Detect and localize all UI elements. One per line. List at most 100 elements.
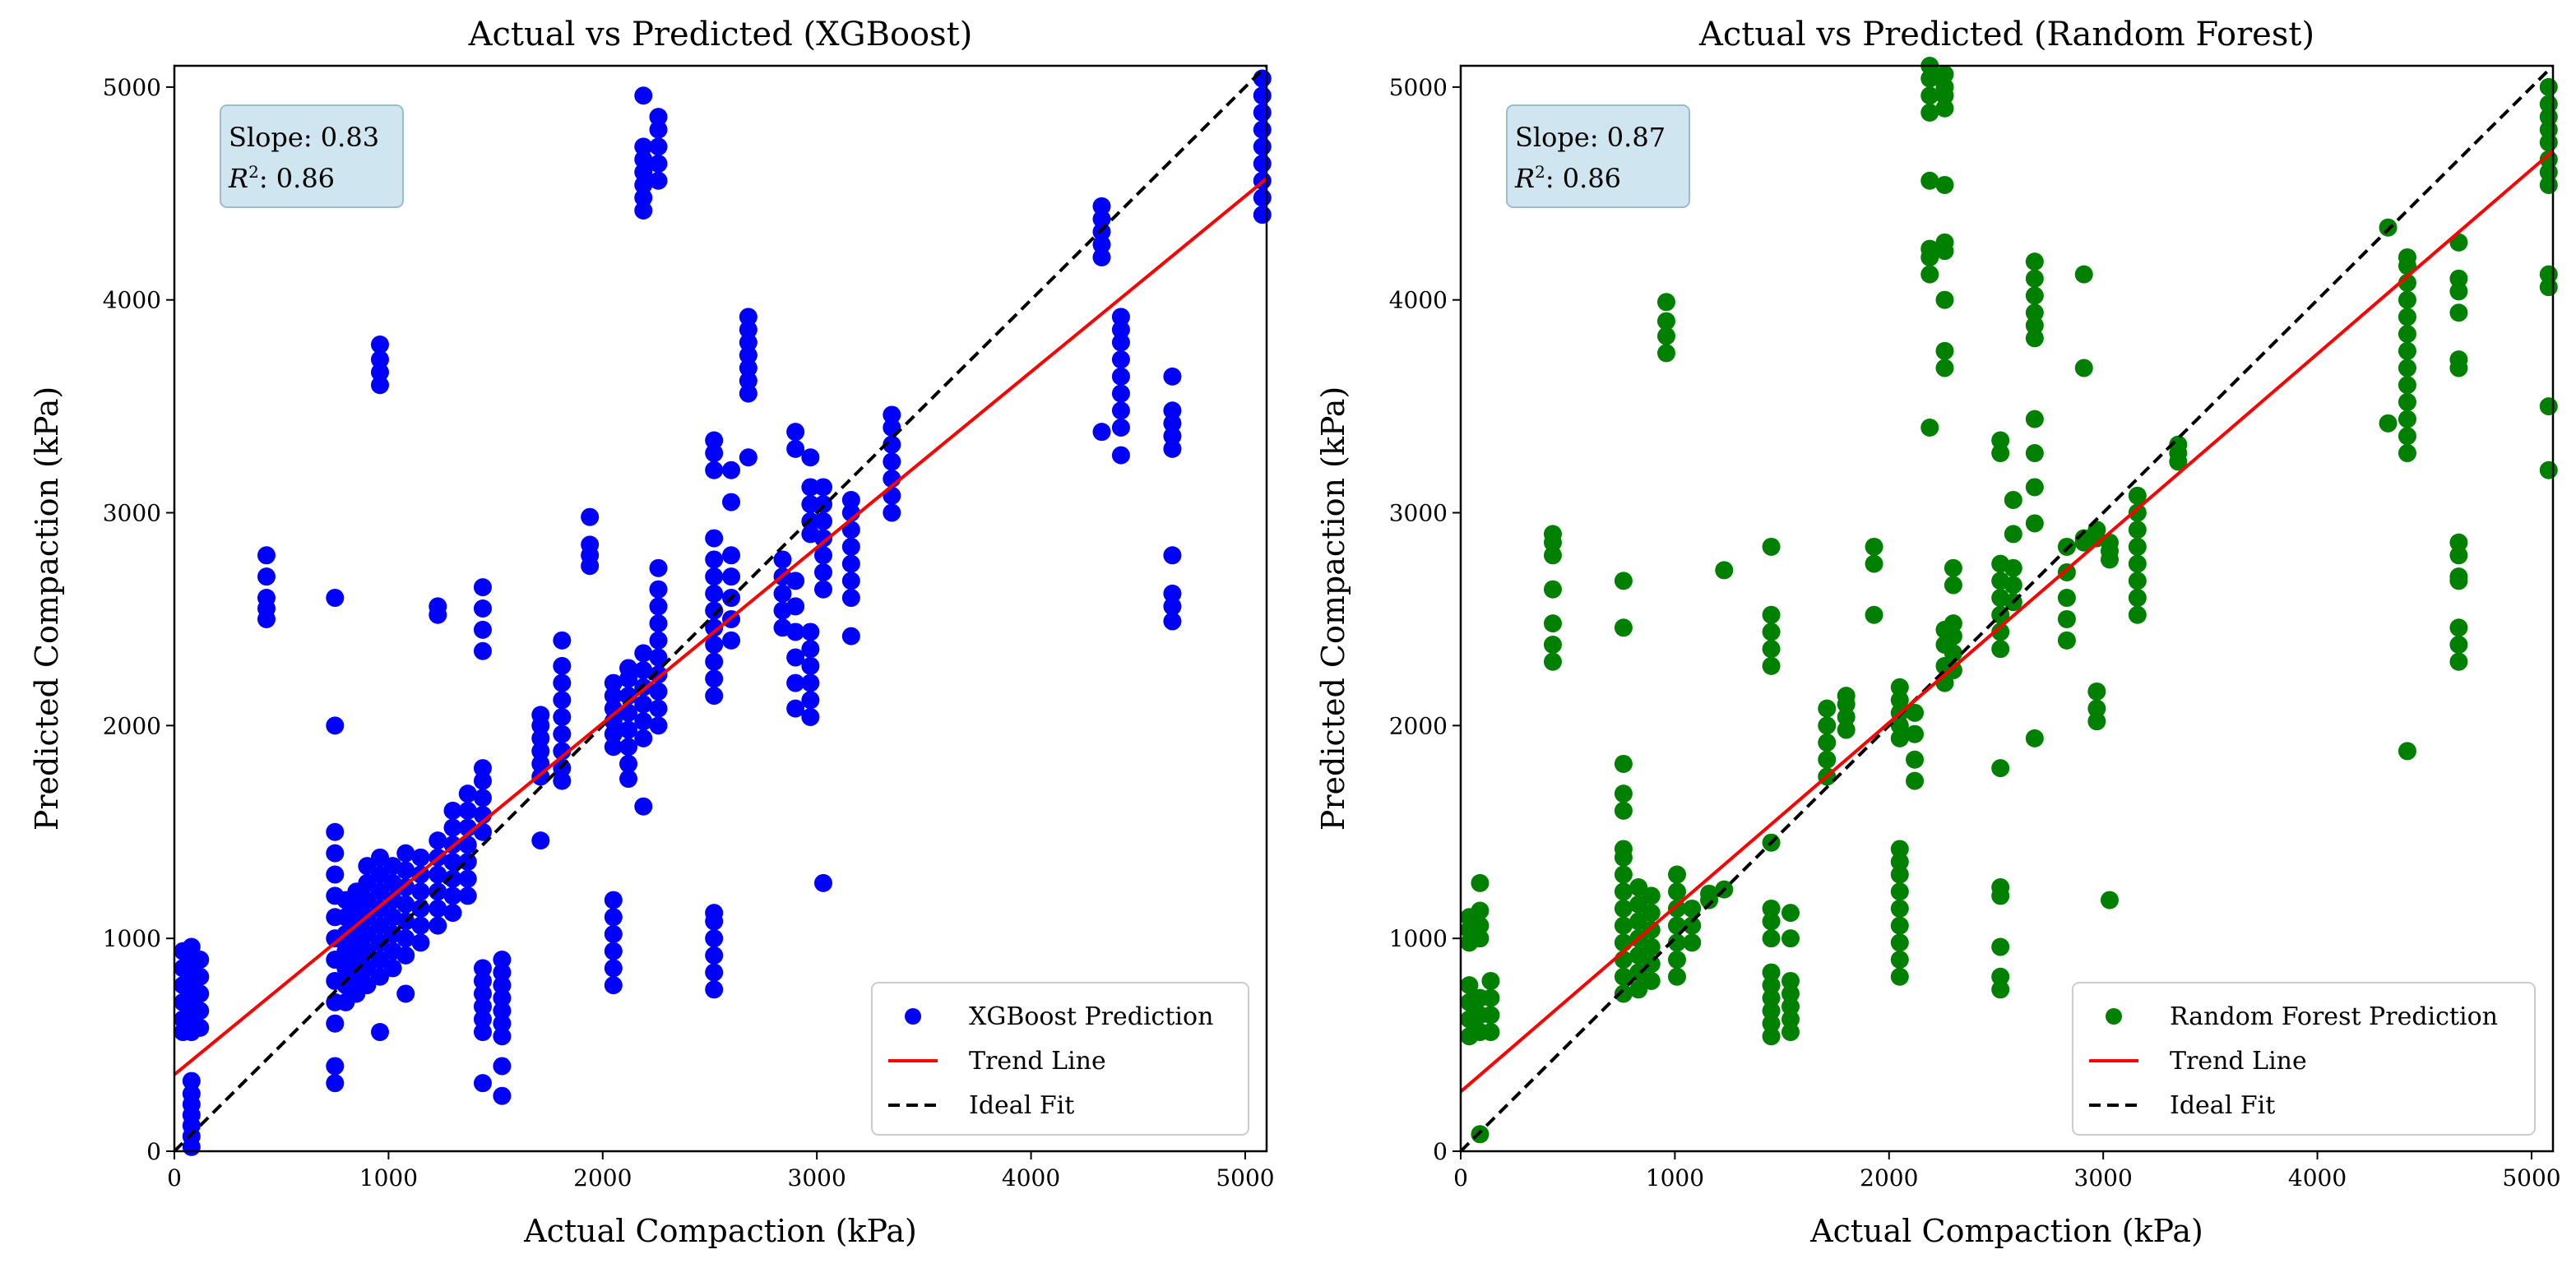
scatter-point: [396, 946, 415, 965]
scatter-point: [326, 1074, 345, 1093]
scatter-point: [358, 959, 377, 978]
scatter-point: [2449, 567, 2468, 586]
scatter-point: [2398, 290, 2416, 309]
scatter-point: [1253, 206, 1272, 224]
ideal-fit-line: [1459, 64, 2555, 1153]
scatter-point: [1614, 899, 1633, 918]
scatter-point: [1614, 984, 1633, 1003]
scatter-point: [1935, 77, 1954, 96]
scatter-point: [1656, 312, 1675, 331]
scatter-point: [739, 320, 758, 339]
trend-line: [173, 177, 1268, 1076]
scatter-point: [1460, 976, 1479, 995]
scatter-point: [182, 1071, 201, 1090]
scatter-point: [1837, 687, 1856, 706]
scatter-point: [473, 620, 492, 639]
scatter-point: [705, 669, 724, 688]
scatter-point: [1935, 65, 1954, 84]
scatter-point: [2128, 554, 2147, 573]
scatter-point: [1092, 235, 1111, 254]
scatter-point: [493, 1086, 512, 1105]
scatter-point: [1935, 341, 1954, 360]
scatter-point: [604, 925, 623, 943]
axis-ticks: 0 1000 2000 3000 4000 5000 0 1000 2000 3000 4000 50…: [1389, 74, 2561, 1192]
scatter-point: [174, 976, 192, 995]
xgboost-chart: Actual vs Predicted (XGBoost) 0 1000 2000 3…: [29, 16, 1275, 1249]
scatter-point: [649, 665, 668, 684]
scatter-point: [182, 1085, 201, 1104]
scatter-point: [722, 631, 741, 650]
scatter-point: [2087, 682, 2106, 701]
scatter-point: [1481, 971, 1500, 990]
x-axis-label: Actual Compaction (kPa): [1809, 1213, 2203, 1249]
scatter-point: [1762, 656, 1781, 675]
scatter-point: [1614, 572, 1633, 590]
chart-title: Actual vs Predicted (Random Forest): [1698, 16, 2314, 53]
scatter-point: [370, 933, 389, 952]
scatter-point: [1543, 546, 1562, 565]
scatter-point: [1543, 636, 1562, 654]
legend-label-trend: Trend Line: [969, 1047, 1106, 1076]
scatter-point: [2398, 427, 2416, 446]
scatter-point: [883, 503, 901, 522]
scatter-point: [2128, 605, 2147, 624]
scatter-point: [1614, 916, 1633, 935]
scatter-point: [370, 865, 389, 884]
scatter-point: [634, 201, 653, 220]
scatter-point: [1920, 103, 1939, 122]
scatter-point: [2539, 460, 2558, 479]
scatter-point: [1781, 904, 1800, 923]
scatter-point: [326, 865, 345, 884]
scatter-point: [1890, 899, 1909, 918]
scatter-point: [2025, 252, 2044, 271]
scatter-point: [458, 835, 477, 854]
scatter-point: [705, 687, 724, 706]
scatter-point: [1163, 439, 1182, 458]
scatter-point: [1614, 784, 1633, 803]
scatter-point: [786, 423, 805, 442]
scatter-point: [473, 641, 492, 660]
scatter-point: [2004, 576, 2022, 595]
scatter-point: [1890, 882, 1909, 901]
scatter-point: [619, 770, 638, 789]
scatter-point: [1762, 537, 1781, 556]
scatter-point: [493, 988, 512, 1007]
scatter-point: [370, 350, 389, 369]
scatter-point: [1614, 754, 1633, 773]
y-tick-label: 3000: [1389, 500, 1448, 527]
scatter-point: [1683, 899, 1702, 918]
scatter-point: [473, 971, 492, 990]
scatter-point: [458, 801, 477, 820]
scatter-point: [705, 550, 724, 569]
scatter-point: [1890, 729, 1909, 747]
scatter-point: [813, 580, 832, 599]
annotation-box: [220, 104, 404, 208]
chart-title: Actual vs Predicted (XGBoost): [468, 16, 973, 53]
scatter-point: [473, 599, 492, 618]
scatter-point: [443, 869, 462, 888]
scatter-point: [493, 1027, 512, 1046]
scatter-point: [1920, 69, 1939, 88]
scatter-point: [531, 742, 550, 761]
scatter-point: [1683, 916, 1702, 935]
scatter-point: [257, 546, 276, 565]
scatter-point: [801, 691, 820, 710]
scatter-point: [739, 308, 758, 326]
scatter-point: [801, 495, 820, 514]
scatter-point: [634, 188, 653, 207]
scatter-point: [1481, 1006, 1500, 1025]
scatter-point: [326, 822, 345, 841]
scatter-point: [1890, 840, 1909, 858]
r2-value: : 0.86: [259, 163, 335, 194]
scatter-point: [370, 967, 389, 986]
scatter-point: [1991, 640, 2010, 659]
scatter-point: [841, 554, 860, 573]
scatter-point: [1543, 525, 1562, 544]
scatter-point: [883, 405, 901, 424]
scatter-point: [1253, 137, 1272, 156]
scatter-point: [1667, 882, 1686, 901]
scatter-point: [370, 376, 389, 395]
scatter-point: [1111, 401, 1130, 420]
scatter-point: [2398, 392, 2416, 411]
scatter-point: [619, 754, 638, 773]
